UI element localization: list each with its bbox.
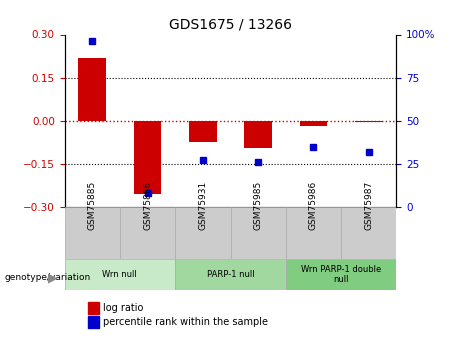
Text: percentile rank within the sample: percentile rank within the sample	[103, 317, 268, 327]
Bar	[355, 121, 383, 122]
Text: GSM75885: GSM75885	[88, 181, 97, 230]
Text: GSM75985: GSM75985	[254, 181, 263, 230]
Text: log ratio: log ratio	[103, 303, 143, 313]
Bar	[134, 121, 161, 194]
Bar	[120, 207, 175, 259]
Bar	[189, 121, 217, 142]
Bar	[175, 207, 230, 259]
Bar	[230, 207, 286, 259]
Text: GSM75987: GSM75987	[364, 181, 373, 230]
Bar	[286, 207, 341, 259]
Bar	[78, 58, 106, 121]
Text: GSM75986: GSM75986	[309, 181, 318, 230]
Bar	[286, 259, 396, 290]
Text: GSM75886: GSM75886	[143, 181, 152, 230]
Bar	[65, 259, 175, 290]
Text: GSM75931: GSM75931	[198, 181, 207, 230]
Bar	[341, 207, 396, 259]
Bar	[65, 207, 120, 259]
Bar	[300, 121, 327, 126]
Bar	[175, 259, 286, 290]
Bar	[244, 121, 272, 148]
Text: Wrn null: Wrn null	[102, 270, 137, 279]
Text: Wrn PARP-1 double
null: Wrn PARP-1 double null	[301, 265, 381, 284]
Text: genotype/variation: genotype/variation	[5, 273, 91, 282]
Text: ▶: ▶	[48, 271, 58, 284]
Text: PARP-1 null: PARP-1 null	[207, 270, 254, 279]
Title: GDS1675 / 13266: GDS1675 / 13266	[169, 18, 292, 32]
